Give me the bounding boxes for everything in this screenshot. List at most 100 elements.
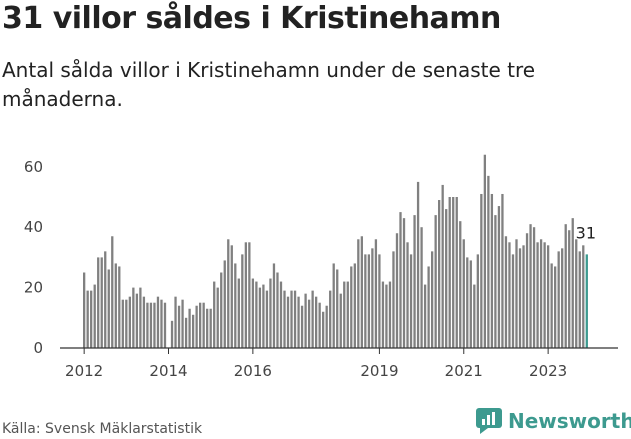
bar	[427, 266, 430, 348]
bar	[156, 296, 160, 348]
bar	[395, 233, 399, 348]
bar	[90, 290, 93, 348]
bar	[111, 236, 114, 348]
bar	[582, 245, 585, 348]
bar	[118, 266, 121, 348]
y-tick-label: 0	[33, 339, 43, 357]
bar	[434, 215, 437, 348]
bar	[339, 293, 342, 348]
bar	[83, 272, 86, 348]
bar	[459, 221, 462, 348]
bar	[199, 302, 202, 348]
bar	[455, 197, 458, 348]
bar	[561, 248, 564, 348]
bar	[279, 281, 283, 348]
newsworthy-logo[interactable]: Newsworthy	[476, 408, 631, 434]
bar	[142, 296, 146, 348]
bar	[227, 239, 230, 348]
bar	[441, 184, 444, 348]
bar	[276, 272, 279, 348]
bar	[269, 278, 272, 348]
source-note: Källa: Svensk Mäklarstatistik	[2, 421, 203, 437]
bar	[283, 290, 286, 348]
bar	[93, 284, 96, 348]
bar	[543, 242, 546, 348]
bar	[325, 305, 328, 348]
bar	[318, 302, 321, 348]
bar	[258, 287, 262, 348]
bar	[536, 242, 539, 348]
bar	[160, 299, 163, 348]
bar	[402, 218, 406, 348]
bar	[286, 296, 290, 348]
x-tick-label: 2021	[445, 362, 483, 380]
bar	[332, 263, 335, 348]
bar	[416, 181, 420, 348]
bar	[501, 193, 504, 348]
bar	[170, 320, 174, 348]
bar	[557, 251, 560, 348]
bar	[329, 290, 332, 348]
bar	[100, 257, 103, 348]
bar	[445, 209, 448, 348]
bar	[163, 302, 167, 348]
bar	[290, 290, 293, 348]
highlight-bar	[585, 254, 588, 348]
bar	[350, 266, 353, 348]
bar	[385, 284, 388, 348]
bar	[360, 236, 363, 348]
bar	[251, 278, 255, 348]
bar	[413, 215, 416, 348]
bar	[357, 239, 360, 348]
bar	[149, 302, 153, 348]
x-tick-label: 2012	[65, 362, 103, 380]
bar	[234, 263, 237, 348]
bar	[438, 200, 441, 348]
bar	[248, 242, 251, 348]
bar	[378, 254, 381, 348]
newsworthy-icon	[476, 408, 502, 434]
bar	[220, 272, 223, 348]
bar	[381, 281, 385, 348]
bar	[255, 281, 258, 348]
bar	[181, 299, 184, 348]
bar	[374, 239, 378, 348]
bar	[195, 305, 198, 348]
bar	[209, 308, 212, 348]
y-tick-label: 40	[24, 218, 43, 236]
bar	[571, 218, 574, 348]
bar	[529, 224, 532, 348]
bar	[244, 242, 247, 348]
bar	[191, 314, 195, 348]
x-tick-label: 2014	[149, 362, 187, 380]
bar	[125, 299, 128, 348]
bar	[177, 305, 181, 348]
bar	[241, 254, 244, 348]
bar	[554, 266, 557, 348]
bar	[452, 197, 455, 348]
bar	[153, 302, 156, 348]
bar	[575, 239, 578, 348]
bar	[364, 254, 367, 348]
bar	[532, 227, 536, 348]
bar	[343, 281, 346, 348]
bar	[121, 299, 124, 348]
brand-name: Newsworthy	[508, 409, 631, 433]
bar	[314, 296, 318, 348]
bar	[206, 308, 209, 348]
bar	[311, 290, 314, 348]
bar	[353, 263, 356, 348]
chart-subtitle: Antal sålda villor i Kristinehamn under …	[2, 58, 536, 111]
bar	[550, 263, 553, 348]
bar	[307, 299, 311, 348]
bar	[469, 260, 472, 348]
bar	[515, 239, 518, 348]
bar	[476, 254, 479, 348]
bar	[230, 245, 233, 348]
bar	[462, 239, 465, 348]
x-tick-label: 2023	[529, 362, 567, 380]
bar	[107, 269, 110, 348]
bar	[336, 269, 339, 348]
bar	[265, 290, 269, 348]
bar	[128, 296, 131, 348]
